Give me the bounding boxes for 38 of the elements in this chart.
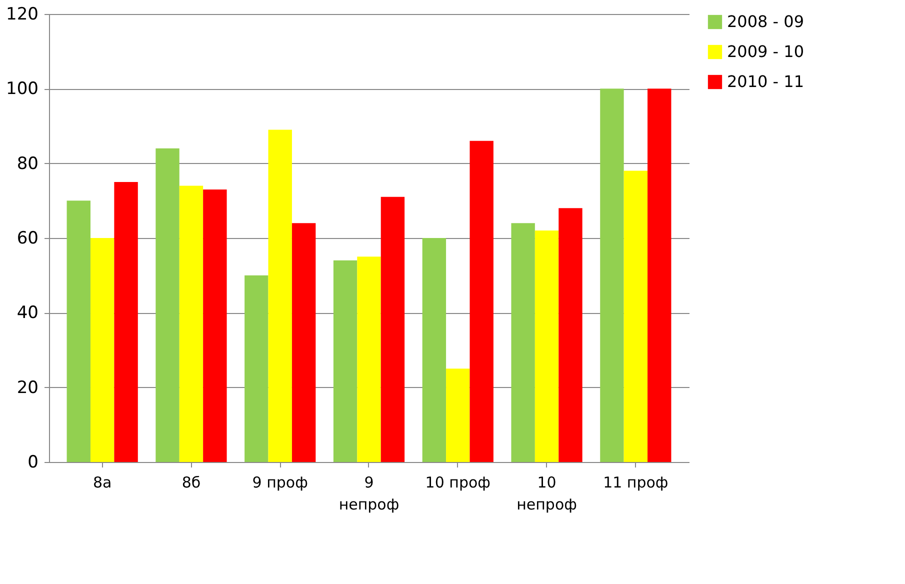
y-tick-label: 60 <box>16 228 38 248</box>
y-tick-label: 120 <box>6 4 38 24</box>
x-tick-label: 9 проф <box>252 474 308 492</box>
bar <box>558 208 582 462</box>
y-tick-label: 40 <box>16 303 38 324</box>
legend-label: 2008 - 09 <box>727 12 804 31</box>
bar <box>600 88 624 462</box>
bar <box>268 130 292 462</box>
bar <box>446 368 470 462</box>
bar <box>357 256 381 462</box>
bar <box>156 148 180 462</box>
bar <box>511 223 535 462</box>
x-tick-label: 8а <box>92 474 112 492</box>
x-tick-label: 10 проф <box>425 474 490 492</box>
bar <box>179 186 204 462</box>
y-tick-label: 100 <box>6 79 38 100</box>
bar <box>333 260 358 462</box>
bar <box>203 189 227 462</box>
x-tick-label: 11 проф <box>603 474 668 492</box>
bar <box>648 88 672 462</box>
legend-label: 2010 - 11 <box>727 72 804 91</box>
x-tick-label: 8б <box>182 474 201 492</box>
bar <box>470 140 494 462</box>
bar <box>244 275 268 462</box>
bar <box>422 238 446 462</box>
bar <box>114 182 138 462</box>
bar <box>66 200 90 462</box>
y-tick-label: 0 <box>28 452 38 472</box>
x-tick-label: 9 непроф <box>338 474 400 514</box>
x-tick-label: 10 непроф <box>516 474 577 514</box>
bar <box>624 170 648 462</box>
bar <box>534 230 559 462</box>
y-tick-label: 80 <box>16 154 38 174</box>
legend-label: 2009 - 10 <box>727 42 804 61</box>
bar <box>380 196 405 462</box>
bar <box>292 223 316 462</box>
y-tick-label: 20 <box>16 378 38 398</box>
bar <box>90 238 114 462</box>
